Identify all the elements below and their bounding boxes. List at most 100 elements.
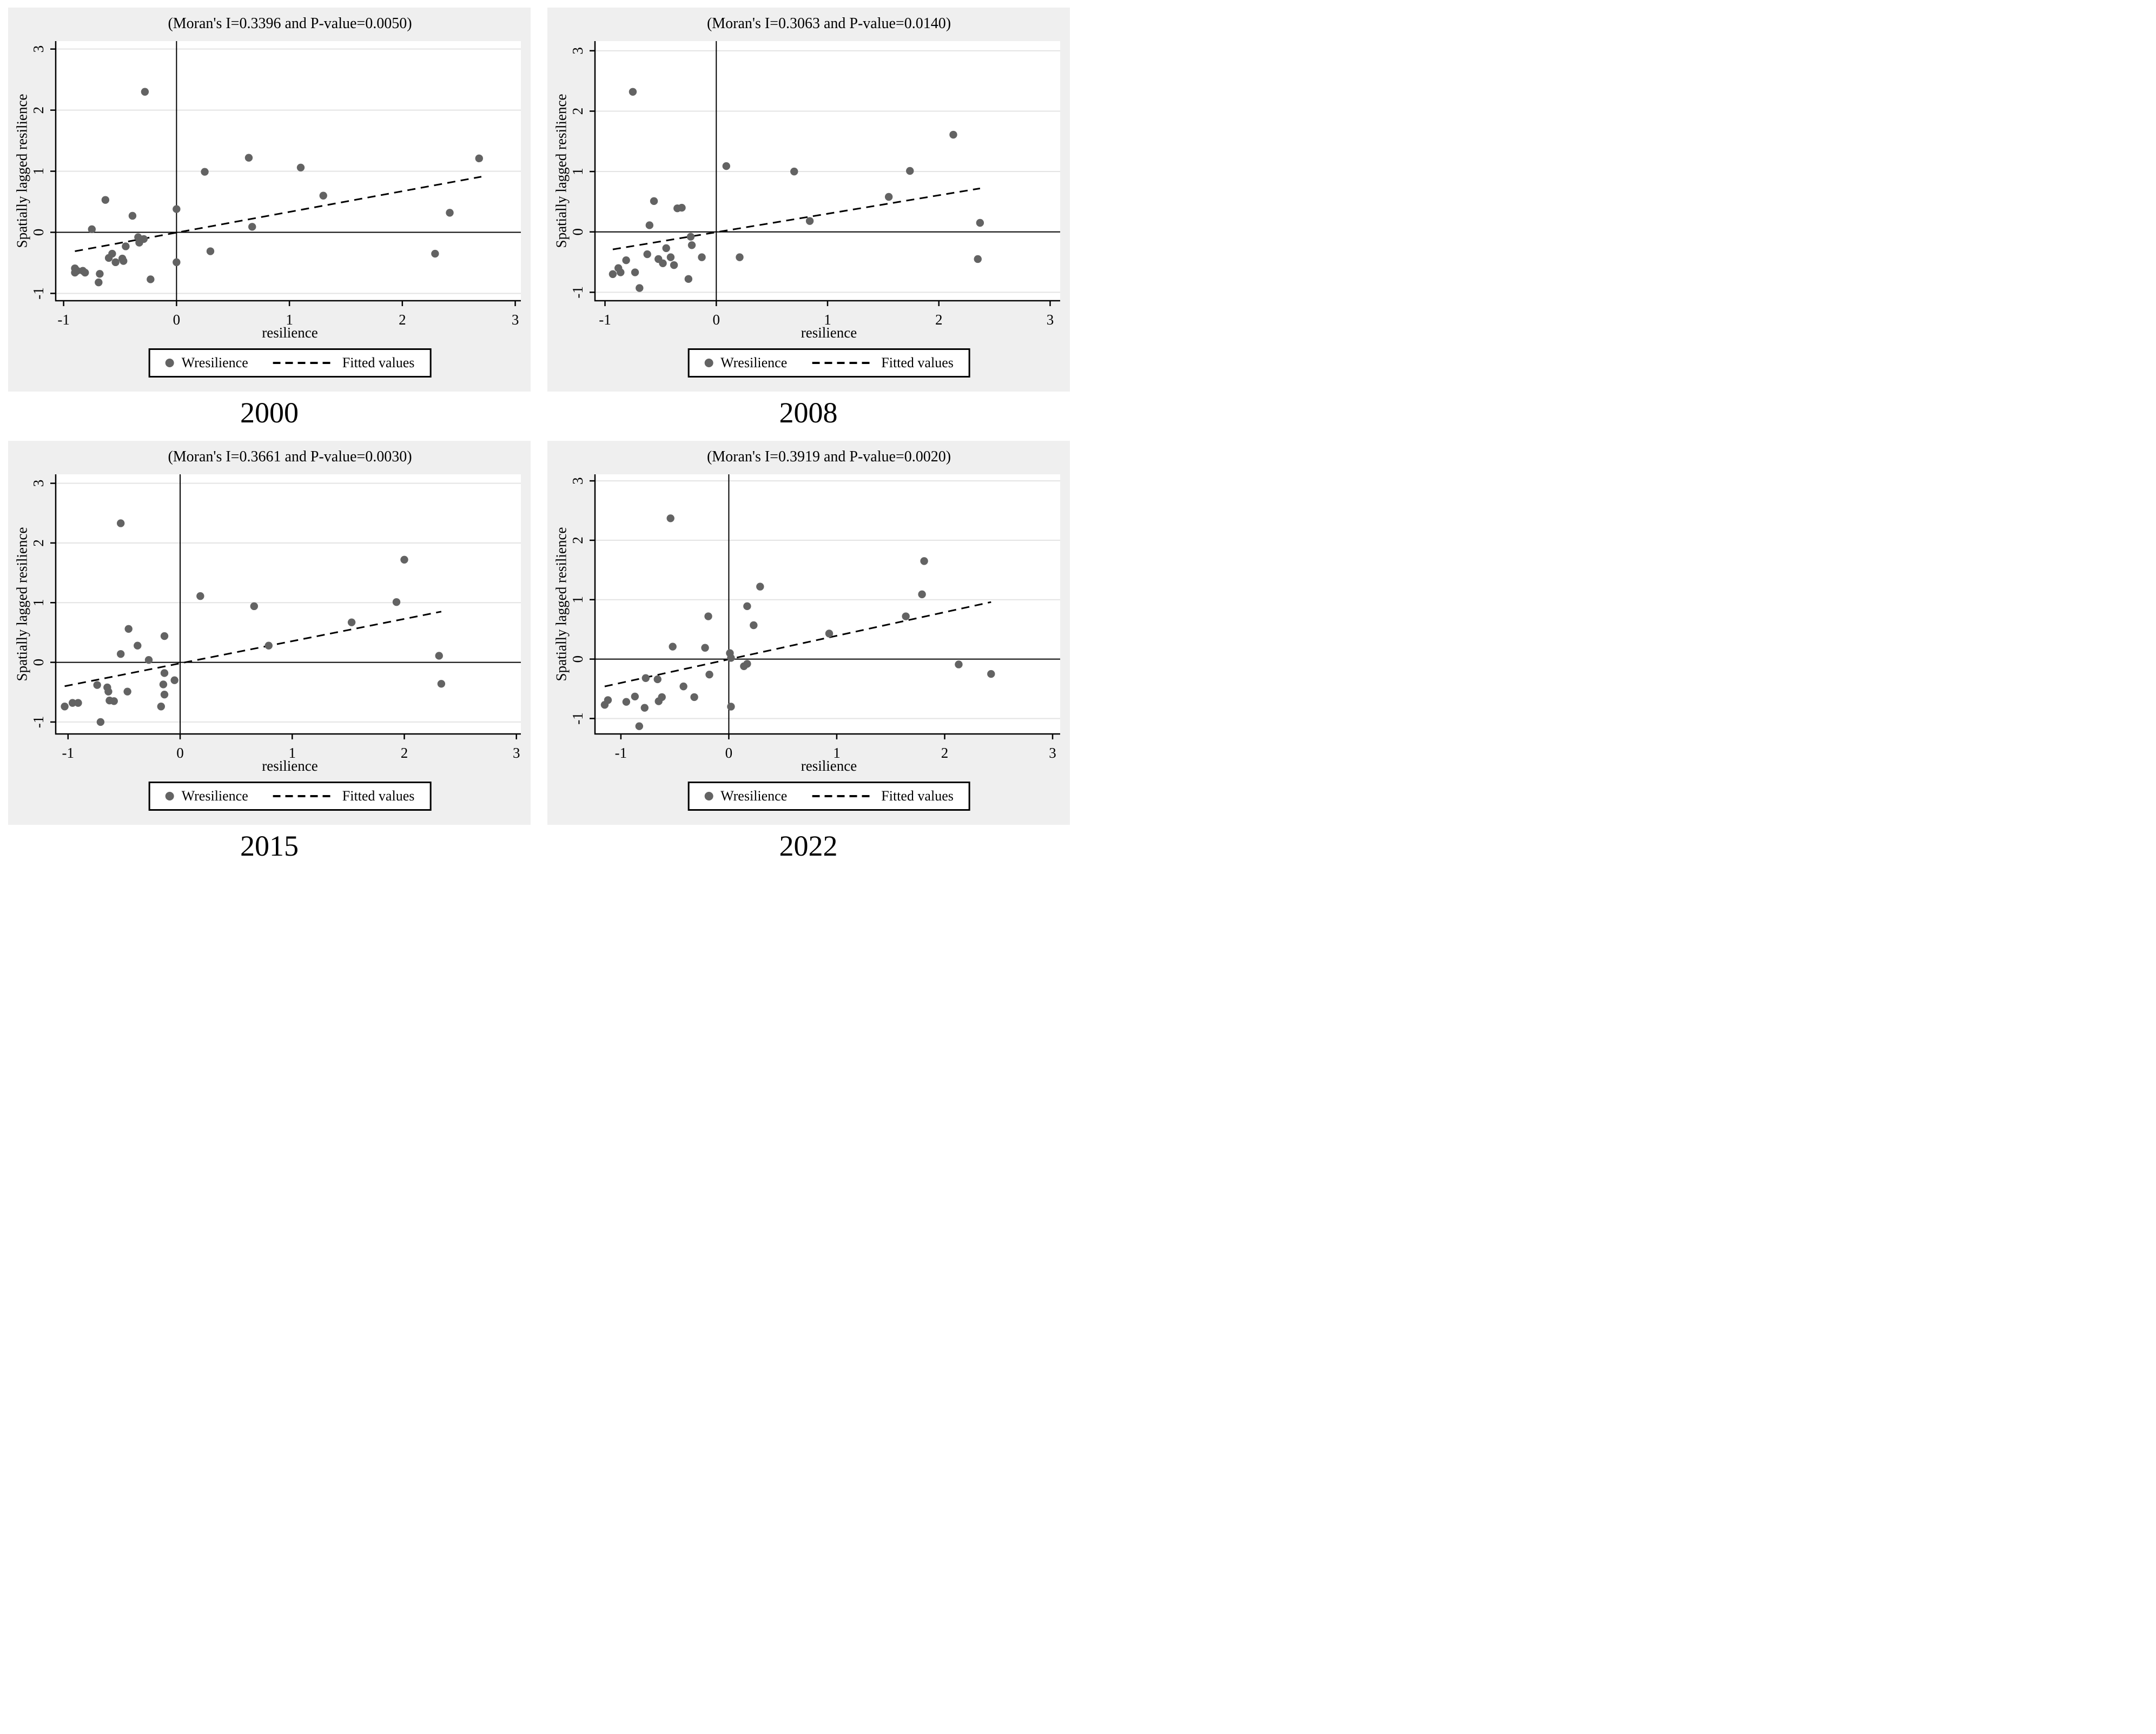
data-point: [173, 205, 181, 213]
data-point: [650, 197, 658, 206]
x-tick-label: 3: [1046, 312, 1054, 328]
x-tick-label: 3: [1049, 745, 1056, 761]
x-axis-label: resilience: [262, 758, 318, 774]
fitted-line: [612, 187, 980, 250]
data-point: [640, 704, 649, 712]
data-point: [122, 242, 130, 250]
x-tick-label: -1: [599, 312, 611, 328]
data-point: [144, 656, 153, 664]
year-caption: 2008: [539, 392, 1078, 433]
data-point: [206, 247, 215, 255]
legend-label-fit: Fitted values: [881, 355, 954, 370]
y-tick-label: 2: [30, 107, 47, 114]
data-point: [74, 699, 82, 707]
data-point: [954, 660, 963, 669]
data-point: [116, 519, 125, 527]
tick-marks-and-labels: -1 0 1 2 3 -1 0 1 2 3: [30, 480, 520, 761]
x-tick-label: 1: [824, 312, 831, 328]
plot-area: [56, 474, 521, 734]
points-layer: [71, 88, 483, 287]
data-point: [684, 275, 692, 283]
data-point: [196, 592, 204, 600]
data-point: [905, 167, 914, 175]
panel-2000: (Moran's I=0.3396 and P-value=0.0050) Sp…: [0, 0, 539, 433]
y-tick-label: 1: [570, 596, 586, 604]
y-tick-label: -1: [30, 716, 47, 729]
data-point: [704, 612, 712, 620]
data-point: [645, 221, 653, 229]
data-point: [435, 652, 443, 660]
y-tick-label: 0: [570, 656, 586, 663]
figure-2008: (Moran's I=0.3063 and P-value=0.0140) Sp…: [547, 8, 1070, 392]
year-caption: 2022: [539, 825, 1078, 866]
y-tick-label: 1: [570, 168, 586, 175]
data-point: [61, 703, 69, 711]
data-point: [666, 514, 674, 522]
chart-title: (Moran's I=0.3919 and P-value=0.0020): [706, 448, 951, 465]
data-point: [726, 654, 735, 662]
gridlines: [594, 50, 1060, 293]
data-point: [400, 555, 408, 564]
data-point: [662, 244, 670, 253]
year-caption: 2000: [0, 392, 539, 433]
data-point: [987, 670, 995, 678]
data-point: [670, 261, 678, 269]
data-point: [475, 154, 483, 163]
data-point: [735, 253, 744, 261]
data-point: [110, 697, 118, 705]
x-tick-label: 2: [941, 745, 948, 761]
data-point: [93, 681, 101, 689]
data-point: [631, 268, 639, 276]
data-point: [248, 223, 256, 231]
zero-reference-lines: [594, 474, 1060, 734]
gridlines: [594, 480, 1060, 719]
data-point: [157, 703, 165, 711]
data-point: [949, 130, 957, 139]
data-point: [81, 268, 89, 277]
chart-title: (Moran's I=0.3396 and P-value=0.0050): [168, 15, 412, 32]
data-point: [95, 278, 103, 287]
y-tick-label: 0: [30, 659, 47, 666]
x-tick-label: 0: [176, 745, 184, 761]
tick-marks-and-labels: -1 0 1 2 3 -1 0 1 2 3: [30, 45, 519, 328]
data-point: [643, 250, 651, 259]
y-tick-label: -1: [570, 286, 586, 299]
data-point: [244, 154, 253, 162]
figure-2015: (Moran's I=0.3661 and P-value=0.0030) Sp…: [8, 441, 531, 825]
data-point: [654, 697, 663, 705]
data-point: [173, 258, 181, 267]
data-point: [111, 258, 120, 267]
legend-label-points: Wresilience: [181, 355, 248, 370]
scatter-plot-2000: -1 0 1 2 3 -1 0 1 2 3: [30, 41, 521, 328]
data-point: [134, 641, 142, 650]
data-point: [264, 641, 273, 650]
x-axis-label: resilience: [801, 325, 857, 341]
points-layer: [609, 88, 984, 292]
legend-label-points: Wresilience: [720, 788, 788, 804]
data-point: [668, 643, 677, 651]
data-point: [160, 669, 169, 677]
y-tick-label: 2: [570, 537, 586, 544]
legend: Wresilience Fitted values: [687, 348, 970, 378]
scatter-marker-icon: [704, 359, 713, 367]
data-point: [446, 209, 454, 217]
x-tick-label: -1: [62, 745, 75, 761]
data-point: [790, 167, 798, 176]
data-point: [705, 670, 713, 679]
legend-label-fit: Fitted values: [342, 355, 415, 370]
data-point: [609, 270, 617, 279]
fitted-line: [604, 601, 991, 687]
data-point: [96, 718, 105, 726]
y-tick-label: -1: [30, 287, 47, 300]
y-tick-label: 0: [30, 229, 47, 236]
data-point: [635, 722, 643, 730]
x-axis-label: resilience: [262, 325, 318, 341]
data-point: [641, 674, 650, 682]
gridlines: [56, 482, 521, 723]
data-point: [71, 268, 79, 277]
x-tick-label: 0: [725, 745, 732, 761]
data-point: [629, 88, 637, 96]
data-point: [201, 168, 209, 176]
data-point: [68, 699, 77, 707]
zero-reference-lines: [594, 41, 1060, 301]
